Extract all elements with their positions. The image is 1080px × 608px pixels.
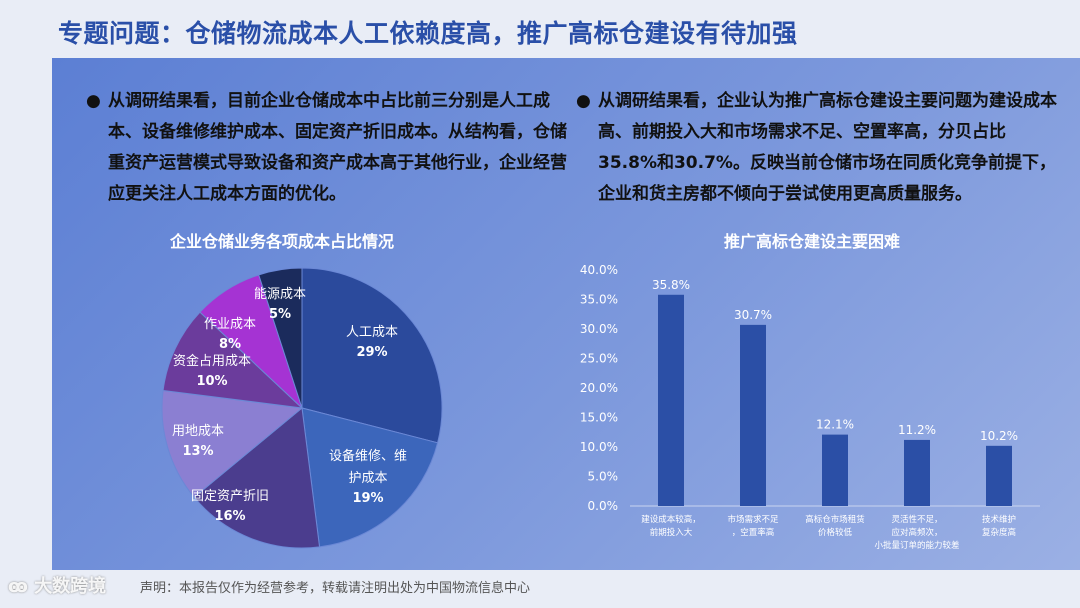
pie-label: 资金占用成本 xyxy=(173,353,251,369)
pie-slice xyxy=(162,311,304,409)
bullet-right: ● 从调研结果看，企业认为推广高标仓建设主要问题为建设成本高、前期投入大和市场需求… xyxy=(576,86,1060,210)
y-tick-label: 30.0% xyxy=(580,322,618,336)
bar-chart-title: 推广高标仓建设主要困难 xyxy=(724,232,901,251)
bar-data-label: 35.8% xyxy=(652,278,690,292)
bullet-icon: ● xyxy=(86,91,101,111)
pie-value-label: 8% xyxy=(219,337,241,352)
y-tick-label: 35.0% xyxy=(580,293,618,307)
pie-label: 人工成本 xyxy=(346,325,398,340)
pie-label: 能源成本 xyxy=(254,287,306,302)
watermark-logo: ꙭ 大数跨境 xyxy=(8,572,134,598)
pie-value-label: 19% xyxy=(352,491,383,506)
x-tick-label: 前期投入大 xyxy=(650,527,693,538)
bar xyxy=(740,324,766,506)
bullet-icon: ● xyxy=(576,91,591,111)
y-tick-label: 10.0% xyxy=(580,440,618,454)
page-title: 专题问题：仓储物流成本人工依赖度高，推广高标仓建设有待加强 xyxy=(58,19,798,48)
x-tick-label: 应对高频次， xyxy=(891,527,942,538)
x-tick-label: 小批量订单的能力较差 xyxy=(874,540,959,551)
bar-data-label: 30.7% xyxy=(734,308,772,322)
bar-data-label: 11.2% xyxy=(898,423,936,437)
bar xyxy=(904,439,930,506)
bullet-text: 从调研结果看，企业认为推广高标仓建设主要问题为建设成本高、前期投入大和市场需求不… xyxy=(598,91,1057,204)
bar xyxy=(986,445,1012,506)
y-tick-label: 40.0% xyxy=(580,263,618,277)
watermark-logo-icon: ꙭ xyxy=(8,576,35,597)
pie-slice xyxy=(193,407,321,549)
bar-data-label: 10.2% xyxy=(980,429,1018,443)
pie-slice xyxy=(258,267,303,409)
pie-label: 护成本 xyxy=(348,471,387,486)
pie-label: 用地成本 xyxy=(172,424,224,439)
x-tick-label: ，空置率高 xyxy=(732,527,775,538)
bar-data-label: 12.1% xyxy=(816,418,854,432)
y-tick-label: 25.0% xyxy=(580,352,618,366)
pie-value-label: 10% xyxy=(196,374,227,389)
y-tick-label: 20.0% xyxy=(580,381,618,395)
y-tick-label: 15.0% xyxy=(580,411,618,425)
pie-value-label: 16% xyxy=(214,509,245,524)
y-tick-label: 0.0% xyxy=(588,499,619,513)
pie-label: 固定资产折旧 xyxy=(191,489,269,504)
x-tick-label: 高标仓市场租赁 xyxy=(805,514,865,525)
x-tick-label: 市场需求不足 xyxy=(727,514,779,525)
footer-note: 声明：本报告仅作为经营参考，转载请注明出处为中国物流信息中心 xyxy=(140,581,531,596)
x-tick-label: 技术维护 xyxy=(982,514,1016,525)
pie-value-label: 13% xyxy=(182,444,213,459)
x-tick-label: 灵活性不足， xyxy=(891,514,942,525)
bar xyxy=(658,294,684,506)
x-tick-label: 价格较低 xyxy=(818,527,853,538)
pie-label: 设备维修、维 xyxy=(329,448,407,464)
pie-value-label: 5% xyxy=(269,307,291,322)
pie-slice xyxy=(161,389,304,498)
x-tick-label: 复杂度高 xyxy=(982,527,1016,538)
bullet-text: 从调研结果看，目前企业仓储成本中占比前三分别是人工成本、设备维修维护成本、固定资… xyxy=(108,91,567,204)
pie-slice xyxy=(301,267,443,444)
pie-label: 作业成本 xyxy=(204,317,256,332)
watermark-text: 大数跨境 xyxy=(34,576,107,597)
pie-value-label: 29% xyxy=(356,345,387,360)
bar xyxy=(822,434,848,506)
pie-slice xyxy=(301,407,439,548)
y-tick-label: 5.0% xyxy=(588,470,619,484)
bullet-left: ● 从调研结果看，目前企业仓储成本中占比前三分别是人工成本、设备维修维护成本、固定… xyxy=(86,86,578,210)
x-tick-label: 建设成本较高， xyxy=(641,514,701,525)
pie-chart-title: 企业仓储业务各项成本占比情况 xyxy=(170,232,395,251)
